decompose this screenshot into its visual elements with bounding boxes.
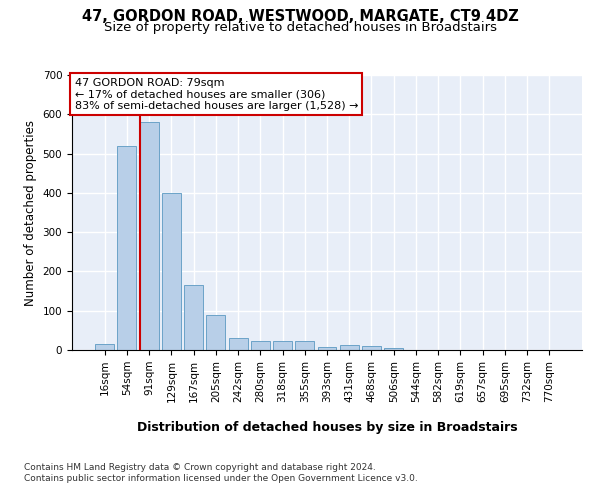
Text: 47 GORDON ROAD: 79sqm
← 17% of detached houses are smaller (306)
83% of semi-det: 47 GORDON ROAD: 79sqm ← 17% of detached … bbox=[74, 78, 358, 111]
Bar bbox=[95, 344, 114, 350]
Bar bbox=[251, 342, 270, 350]
Bar bbox=[162, 193, 181, 350]
Bar bbox=[273, 342, 292, 350]
Text: Size of property relative to detached houses in Broadstairs: Size of property relative to detached ho… bbox=[104, 21, 497, 34]
Text: Distribution of detached houses by size in Broadstairs: Distribution of detached houses by size … bbox=[137, 421, 517, 434]
Bar bbox=[362, 346, 381, 350]
Bar bbox=[140, 122, 158, 350]
Bar bbox=[206, 316, 225, 350]
Text: 47, GORDON ROAD, WESTWOOD, MARGATE, CT9 4DZ: 47, GORDON ROAD, WESTWOOD, MARGATE, CT9 … bbox=[82, 9, 518, 24]
Y-axis label: Number of detached properties: Number of detached properties bbox=[24, 120, 37, 306]
Bar bbox=[295, 341, 314, 350]
Text: Contains public sector information licensed under the Open Government Licence v3: Contains public sector information licen… bbox=[24, 474, 418, 483]
Bar bbox=[184, 285, 203, 350]
Bar bbox=[229, 338, 248, 350]
Bar bbox=[317, 347, 337, 350]
Text: Contains HM Land Registry data © Crown copyright and database right 2024.: Contains HM Land Registry data © Crown c… bbox=[24, 462, 376, 471]
Bar bbox=[340, 345, 359, 350]
Bar bbox=[384, 348, 403, 350]
Bar bbox=[118, 146, 136, 350]
